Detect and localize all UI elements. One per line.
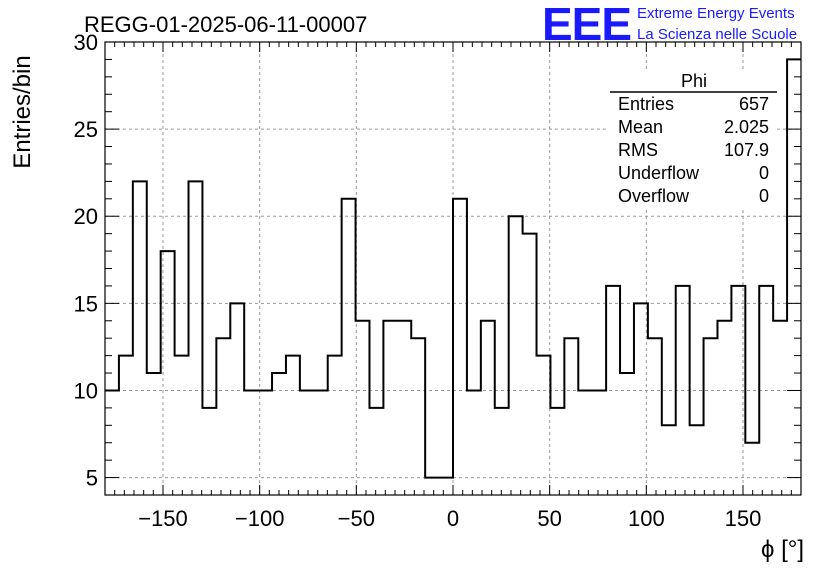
x-tick-label: 50 xyxy=(537,506,561,531)
x-tick-label: −100 xyxy=(235,506,285,531)
x-axis-title: ϕ [°] xyxy=(761,536,804,563)
stats-box: Phi Entries 657 Mean 2.025 RMS 107.9 Underflow… xyxy=(609,70,777,208)
x-tick-label: 0 xyxy=(447,506,459,531)
y-tick-label: 25 xyxy=(74,117,98,142)
y-tick-label: 30 xyxy=(74,30,98,55)
stats-value: 107.9 xyxy=(724,140,769,160)
stats-label: Entries xyxy=(618,94,674,114)
stats-label: Mean xyxy=(618,117,663,137)
logo-line-1: Extreme Energy Events xyxy=(637,5,795,22)
axis-ticks xyxy=(105,41,801,496)
stats-label: Underflow xyxy=(618,163,700,183)
stats-value: 2.025 xyxy=(724,117,769,137)
x-tick-label: 100 xyxy=(628,506,665,531)
stats-label: RMS xyxy=(618,140,658,160)
y-tick-label: 15 xyxy=(74,291,98,316)
x-tick-label: 150 xyxy=(725,506,762,531)
histogram-bars xyxy=(105,58,801,479)
stats-rows: Entries 657 Mean 2.025 RMS 107.9 Underflow 0 Ove… xyxy=(618,94,769,206)
x-tick-label: −50 xyxy=(338,506,375,531)
y-tick-label: 5 xyxy=(86,466,98,491)
y-axis-title: Entries/bin xyxy=(9,55,36,168)
stats-title: Phi xyxy=(681,71,707,91)
stats-label: Overflow xyxy=(618,186,690,206)
y-tick-label: 10 xyxy=(74,378,98,403)
histogram-outline xyxy=(105,58,801,479)
stats-value: 0 xyxy=(759,163,769,183)
stats-value: 657 xyxy=(739,94,769,114)
x-tick-labels: −150 −100 −50 0 50 100 150 xyxy=(138,506,761,531)
stats-value: 0 xyxy=(759,186,769,206)
chart-title: REGG-01-2025-06-11-00007 xyxy=(84,12,367,37)
logo-line-2: La Scienza nelle Scuole xyxy=(637,26,797,43)
y-tick-labels: 5 10 15 20 25 30 xyxy=(74,30,98,491)
x-tick-label: −150 xyxy=(138,506,188,531)
y-tick-label: 20 xyxy=(74,204,98,229)
